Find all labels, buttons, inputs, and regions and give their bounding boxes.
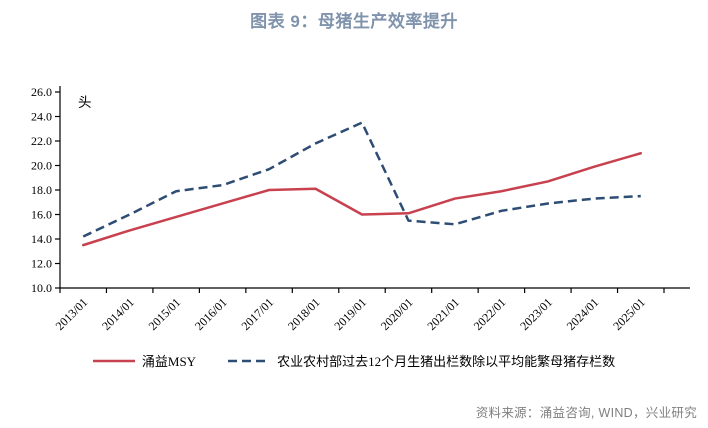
y-tick-label: 10.0 bbox=[31, 281, 52, 295]
y-tick-label: 14.0 bbox=[31, 232, 52, 246]
y-tick-label: 16.0 bbox=[31, 208, 52, 222]
x-tick-label: 2023/01 bbox=[517, 295, 555, 333]
x-tick-label: 2020/01 bbox=[378, 295, 416, 333]
x-tick-label: 2024/01 bbox=[564, 295, 602, 333]
chart-title: 图表 9：母猪生产效率提升 bbox=[250, 12, 458, 31]
x-tick-label: 2018/01 bbox=[285, 295, 323, 333]
x-tick-label: 2013/01 bbox=[53, 295, 91, 333]
legend-label: 农业农村部过去12个月生猪出栏数除以平均能繁母猪存栏数 bbox=[277, 354, 616, 369]
x-tick-label: 2021/01 bbox=[424, 295, 462, 333]
x-tick-label: 2019/01 bbox=[331, 295, 369, 333]
legend-item-yongyi-msy: 涌益MSY bbox=[92, 351, 197, 370]
chart-legend: 涌益MSY 农业农村部过去12个月生猪出栏数除以平均能繁母猪存栏数 bbox=[0, 351, 708, 370]
source-note: 资料来源：涌益咨询, WIND，兴业研究 bbox=[475, 406, 697, 420]
legend-label: 涌益MSY bbox=[141, 354, 197, 369]
x-tick-label: 2016/01 bbox=[192, 295, 230, 333]
x-tick-label: 2025/01 bbox=[610, 295, 648, 333]
y-tick-label: 12.0 bbox=[31, 257, 52, 271]
series-yongyi-msy-line bbox=[81, 152, 643, 247]
series-moa-slaughter-ratio-line bbox=[82, 121, 641, 238]
y-tick-label: 26.0 bbox=[31, 85, 52, 99]
solid-line-swatch-icon bbox=[92, 359, 135, 362]
y-tick-label: 22.0 bbox=[31, 134, 52, 148]
dashed-line-swatch-icon bbox=[228, 359, 271, 362]
y-axis-unit-label: 头 bbox=[78, 95, 92, 110]
legend-item-moa-slaughter-ratio: 农业农村部过去12个月生猪出栏数除以平均能繁母猪存栏数 bbox=[228, 351, 615, 370]
y-tick-label: 24.0 bbox=[31, 110, 52, 124]
x-tick-label: 2015/01 bbox=[146, 295, 184, 333]
x-tick-label: 2017/01 bbox=[238, 295, 276, 333]
line-chart-canvas: 10.0 12.0 14.0 16.0 18.0 20.0 22.0 24.0 26.0 2013… bbox=[31, 85, 690, 333]
y-tick-label: 20.0 bbox=[31, 159, 52, 173]
y-tick-label: 18.0 bbox=[31, 183, 52, 197]
x-tick-label: 2014/01 bbox=[99, 295, 137, 333]
x-tick-label: 2022/01 bbox=[471, 295, 509, 333]
